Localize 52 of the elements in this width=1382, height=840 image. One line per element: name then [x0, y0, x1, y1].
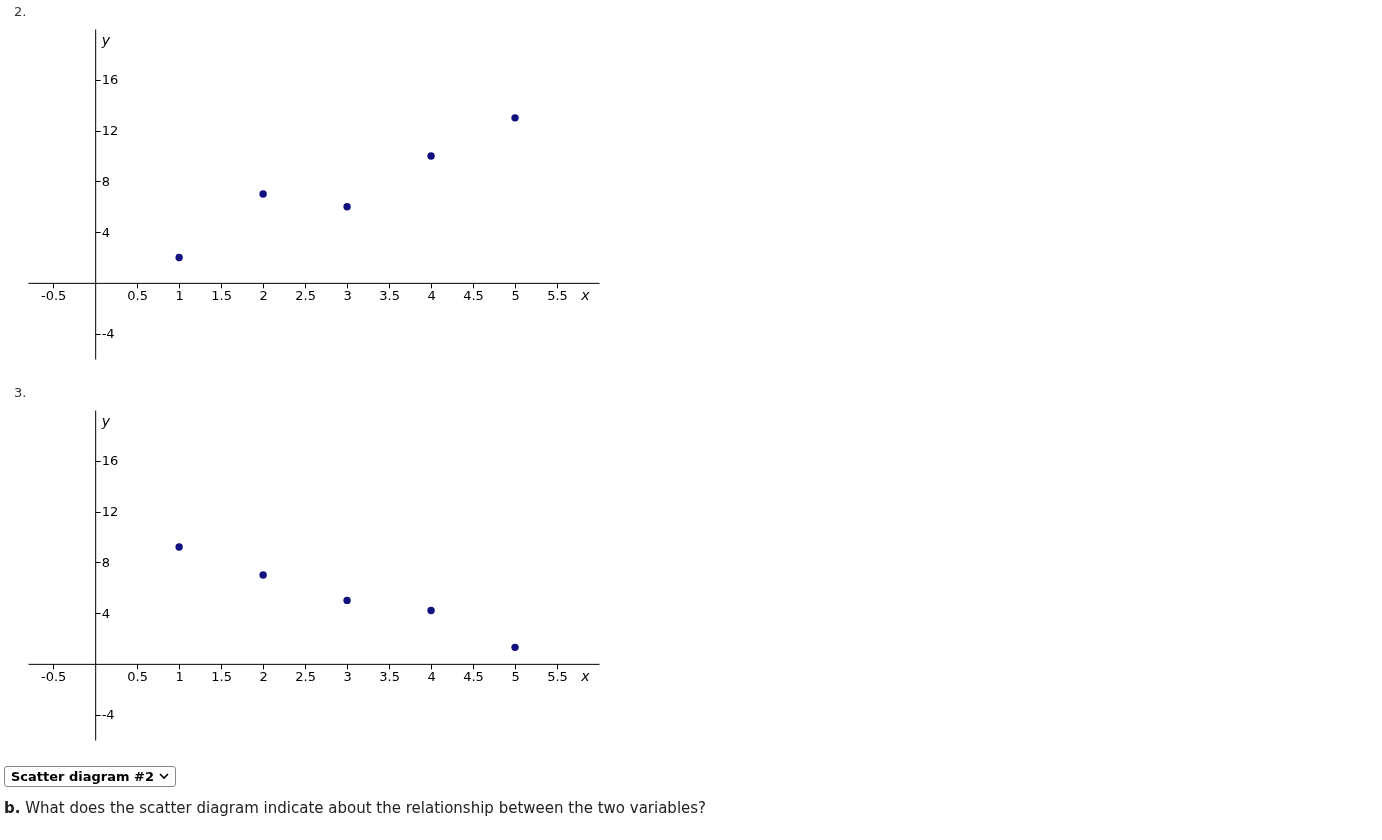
x-tick-label: -0.5: [41, 288, 67, 304]
x-tick-label: -0.5: [41, 669, 67, 685]
x-tick-label: 3.5: [379, 288, 400, 304]
point: [511, 643, 519, 652]
point: [259, 571, 267, 579]
y-tick-label: 4: [101, 605, 110, 621]
point: [511, 114, 519, 122]
y-tick-label: -4: [101, 707, 115, 723]
point: [175, 253, 183, 262]
y-tick-label: 8: [101, 173, 110, 189]
y-tick-label: -4: [101, 326, 115, 342]
x-tick-label: 2.5: [295, 288, 316, 304]
x-tick-label: 2.5: [295, 669, 316, 685]
y-axis-title: y: [100, 31, 111, 48]
x-tick-label: 4: [427, 669, 436, 685]
point: [343, 596, 351, 605]
point: [259, 190, 267, 198]
text: b. What does the scatter diagram indicate about the relationship between the two variables?: [4, 799, 708, 817]
y-tick-label: 12: [101, 504, 119, 520]
x-axis-title: x: [580, 668, 591, 685]
x-axis-title: x: [580, 287, 591, 304]
x-tick-label: 1: [175, 288, 184, 304]
x-tick-label: 1.5: [211, 669, 232, 685]
chart-title: 2.: [14, 4, 27, 19]
x-tick-label: 3: [343, 288, 352, 304]
point: [427, 152, 435, 160]
x-tick-label: 5.5: [547, 288, 568, 304]
x-tick-label: 3: [343, 669, 352, 685]
text: Scatter diagram #2: [11, 769, 155, 784]
y-tick-label: 12: [101, 123, 119, 139]
y-tick-label: 4: [101, 224, 110, 240]
x-tick-label: 4: [427, 288, 436, 304]
x-tick-label: 0.5: [127, 288, 149, 304]
x-tick-label: 5: [511, 669, 520, 685]
point: [175, 543, 183, 551]
x-tick-label: 2: [259, 669, 268, 685]
x-tick-label: 2: [259, 288, 268, 304]
x-tick-label: 1.5: [211, 288, 232, 304]
x-tick-label: 4.5: [463, 288, 484, 304]
x-tick-label: 3.5: [379, 669, 400, 685]
x-tick-label: 5: [511, 288, 520, 304]
chart-title: 3.: [14, 385, 27, 400]
point: [343, 202, 351, 211]
x-tick-label: 4.5: [463, 669, 484, 685]
point: [427, 606, 435, 615]
y-tick-label: 16: [101, 453, 119, 469]
y-axis-title: y: [100, 412, 111, 429]
x-tick-label: 0.5: [127, 669, 149, 685]
y-tick-label: 16: [101, 72, 119, 88]
x-tick-label: 5.5: [547, 669, 568, 685]
y-tick-label: 8: [101, 554, 110, 570]
x-tick-label: 1: [175, 669, 184, 685]
